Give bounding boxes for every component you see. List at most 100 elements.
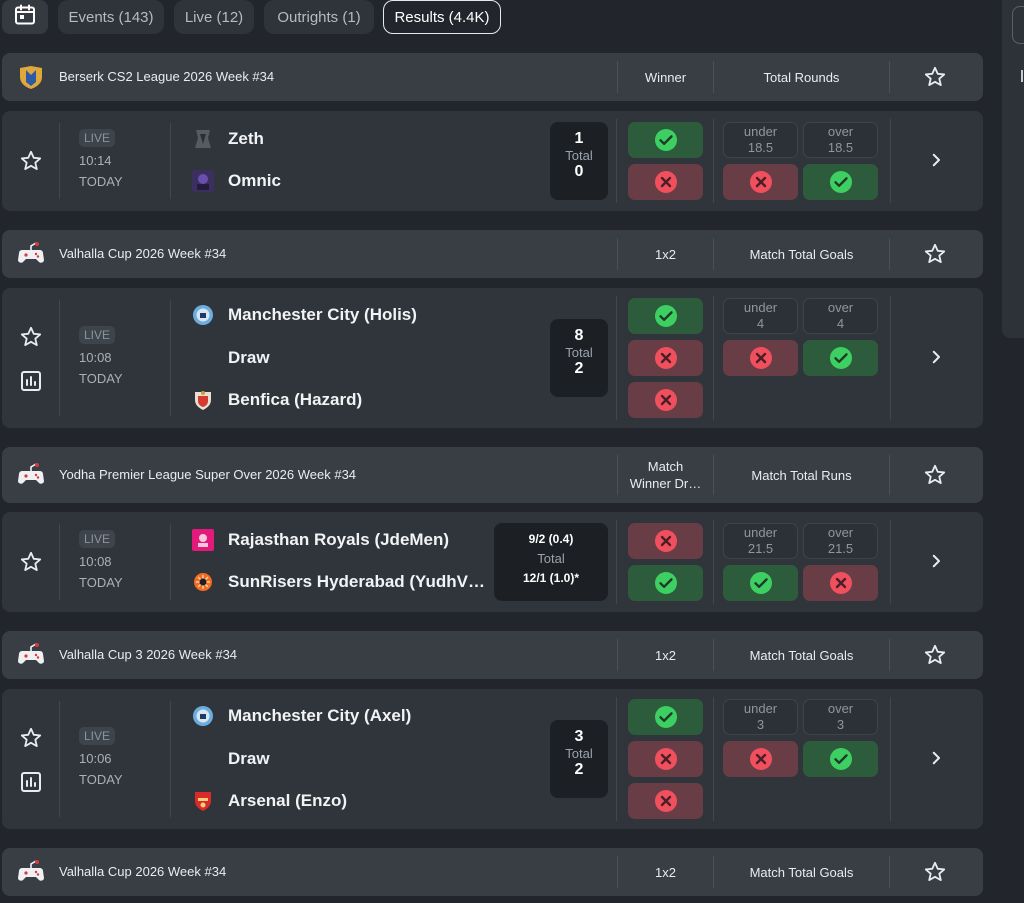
calendar-button[interactable] — [2, 0, 48, 34]
result-away[interactable] — [628, 783, 703, 819]
over-label: over 4 — [803, 298, 878, 334]
result-under[interactable] — [723, 741, 798, 777]
cross-icon — [654, 346, 678, 370]
score-away: 12/1 (1.0)* — [522, 571, 580, 585]
stats-button[interactable] — [18, 769, 44, 795]
score-home: 9/2 (0.4) — [528, 532, 574, 546]
result-home[interactable] — [628, 298, 703, 334]
favorite-match-button[interactable] — [18, 324, 44, 350]
top-tab-bar: Events (143) Live (12) Outrights (1) Res… — [0, 0, 1000, 36]
chevron-right-icon — [927, 552, 945, 570]
under-label: under 3 — [723, 699, 798, 735]
match-details-button[interactable] — [926, 551, 946, 571]
result-winner-home[interactable] — [628, 523, 703, 559]
market-header-2: Match Total Goals — [714, 856, 890, 888]
result-home[interactable] — [628, 699, 703, 735]
chevron-right-icon — [927, 348, 945, 366]
match-card[interactable]: LIVE 10:06 TODAY Manchester City (Axel) … — [2, 689, 983, 829]
cross-icon — [654, 529, 678, 553]
check-icon — [654, 705, 678, 729]
result-over[interactable] — [803, 164, 878, 200]
favorite-league-button[interactable] — [920, 463, 950, 487]
result-winner-away[interactable] — [628, 565, 703, 601]
star-icon — [923, 860, 947, 884]
divider — [170, 123, 171, 199]
market-header-2: Match Total Goals — [714, 639, 890, 671]
calendar-icon — [13, 3, 37, 32]
team-name: Manchester City (Holis) — [228, 305, 417, 324]
match-status: LIVE 10:08 TODAY — [79, 326, 159, 386]
league-name: Yodha Premier League Super Over 2026 Wee… — [59, 467, 357, 482]
result-under[interactable] — [723, 164, 798, 200]
league-header: Berserk CS2 League 2026 Week #34 Winner … — [2, 53, 983, 101]
live-badge: LIVE — [79, 129, 116, 147]
divider — [616, 296, 617, 420]
match-details-button[interactable] — [926, 347, 946, 367]
match-details-button[interactable] — [926, 150, 946, 170]
score-home: 1 — [574, 130, 584, 147]
check-icon — [829, 747, 853, 771]
team-name: Draw — [228, 749, 270, 768]
market-header-1: Match Winner Dr… — [617, 455, 714, 495]
favorite-league-button[interactable] — [920, 860, 950, 884]
cross-icon — [829, 571, 853, 595]
tab-results[interactable]: Results (4.4K) — [383, 0, 501, 34]
match-card[interactable]: LIVE 10:14 TODAY Zeth Omnic 1 Total 0 un… — [2, 111, 983, 211]
divider — [170, 524, 171, 600]
result-over[interactable] — [803, 741, 878, 777]
gamepad-icon — [17, 462, 45, 488]
tab-live[interactable]: Live (12) — [174, 0, 254, 34]
team-row: Draw — [192, 346, 270, 370]
favorite-league-button[interactable] — [920, 242, 950, 266]
favorite-league-button[interactable] — [920, 65, 950, 89]
result-away[interactable] — [628, 382, 703, 418]
result-over[interactable] — [803, 340, 878, 376]
favorite-match-button[interactable] — [18, 148, 44, 174]
team-logo — [192, 389, 214, 411]
stats-button[interactable] — [18, 368, 44, 394]
team-row: Manchester City (Holis) — [192, 303, 417, 327]
team-logo — [192, 705, 214, 727]
result-draw[interactable] — [628, 741, 703, 777]
team-row: Zeth — [192, 127, 264, 151]
favorite-league-button[interactable] — [920, 643, 950, 667]
divider — [713, 119, 714, 203]
match-time: 10:06 — [79, 751, 112, 766]
team-row: Manchester City (Axel) — [192, 704, 411, 728]
market-header-2: Match Total Runs — [714, 455, 890, 495]
match-details-button[interactable] — [926, 748, 946, 768]
live-badge: LIVE — [79, 326, 116, 344]
result-winner-home[interactable] — [628, 122, 703, 158]
result-over[interactable] — [803, 565, 878, 601]
score-box: 3 Total 2 — [550, 720, 608, 798]
star-icon — [923, 65, 947, 89]
star-icon — [19, 325, 43, 349]
match-card[interactable]: LIVE 10:08 TODAY Rajasthan Royals (JdeMe… — [2, 512, 983, 612]
favorite-match-button[interactable] — [18, 549, 44, 575]
cross-icon — [654, 170, 678, 194]
side-panel-button[interactable] — [1012, 6, 1024, 44]
side-panel — [1002, 0, 1024, 338]
team-name: Draw — [228, 348, 270, 367]
star-icon — [923, 463, 947, 487]
under-label: under 18.5 — [723, 122, 798, 158]
result-winner-away[interactable] — [628, 164, 703, 200]
match-card[interactable]: LIVE 10:08 TODAY Manchester City (Holis)… — [2, 288, 983, 428]
result-draw[interactable] — [628, 340, 703, 376]
cross-icon — [749, 747, 773, 771]
team-row: Draw — [192, 747, 270, 771]
score-label: Total — [565, 746, 593, 761]
result-under[interactable] — [723, 340, 798, 376]
score-label: Total — [537, 551, 565, 566]
divider — [890, 697, 891, 821]
score-box: 8 Total 2 — [550, 319, 608, 397]
favorite-match-button[interactable] — [18, 725, 44, 751]
team-row: Benfica (Hazard) — [192, 388, 362, 412]
divider — [713, 520, 714, 604]
score-box: 9/2 (0.4) Total 12/1 (1.0)* — [494, 523, 608, 601]
team-name: Benfica (Hazard) — [228, 390, 363, 409]
result-under[interactable] — [723, 565, 798, 601]
tab-outrights[interactable]: Outrights (1) — [264, 0, 374, 34]
tab-events[interactable]: Events (143) — [58, 0, 164, 34]
divider — [59, 701, 60, 817]
